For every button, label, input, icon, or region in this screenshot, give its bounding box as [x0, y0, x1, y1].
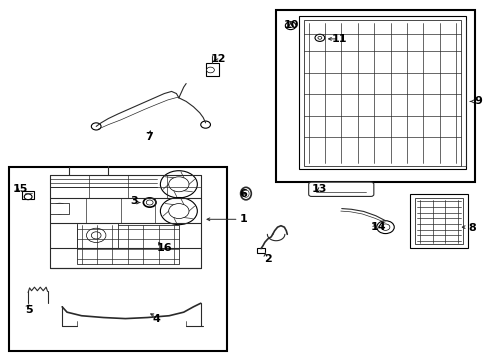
Circle shape: [91, 123, 101, 130]
Circle shape: [24, 194, 32, 200]
Circle shape: [146, 200, 153, 205]
Text: 16: 16: [157, 243, 172, 253]
Bar: [303, 20, 460, 166]
Circle shape: [168, 204, 189, 219]
Bar: [256, 248, 264, 253]
Circle shape: [160, 171, 197, 198]
Text: 6: 6: [239, 189, 247, 199]
Circle shape: [201, 121, 210, 128]
Bar: [276, 10, 474, 182]
Bar: [414, 198, 462, 244]
Text: 1: 1: [239, 214, 247, 224]
Circle shape: [143, 198, 156, 207]
Circle shape: [317, 36, 321, 39]
Text: 5: 5: [25, 305, 32, 315]
Circle shape: [160, 198, 197, 225]
Text: 15: 15: [13, 184, 28, 194]
Circle shape: [314, 34, 324, 41]
Text: 7: 7: [144, 132, 152, 142]
Text: 9: 9: [473, 96, 481, 107]
Text: 3: 3: [130, 197, 138, 206]
Circle shape: [285, 22, 295, 30]
Bar: [409, 194, 467, 248]
Circle shape: [380, 224, 389, 230]
Bar: [298, 17, 465, 169]
Text: 11: 11: [331, 34, 347, 44]
Text: 13: 13: [311, 184, 326, 194]
Bar: [205, 63, 219, 76]
Circle shape: [168, 177, 189, 192]
Ellipse shape: [240, 187, 251, 200]
Text: 8: 8: [467, 223, 475, 233]
Bar: [77, 223, 118, 248]
Bar: [50, 203, 69, 214]
Text: 2: 2: [264, 253, 271, 264]
Circle shape: [376, 221, 393, 234]
Circle shape: [52, 203, 67, 214]
FancyBboxPatch shape: [308, 182, 373, 197]
Bar: [9, 167, 227, 351]
Circle shape: [206, 67, 214, 73]
Circle shape: [287, 24, 292, 27]
Circle shape: [91, 232, 101, 239]
Text: 10: 10: [283, 19, 298, 30]
Text: 12: 12: [210, 54, 225, 64]
Text: 4: 4: [152, 314, 160, 324]
Ellipse shape: [243, 190, 248, 197]
Circle shape: [56, 206, 63, 211]
Circle shape: [86, 228, 106, 243]
Text: 14: 14: [370, 222, 386, 232]
Bar: [22, 191, 34, 199]
Bar: [77, 225, 179, 264]
